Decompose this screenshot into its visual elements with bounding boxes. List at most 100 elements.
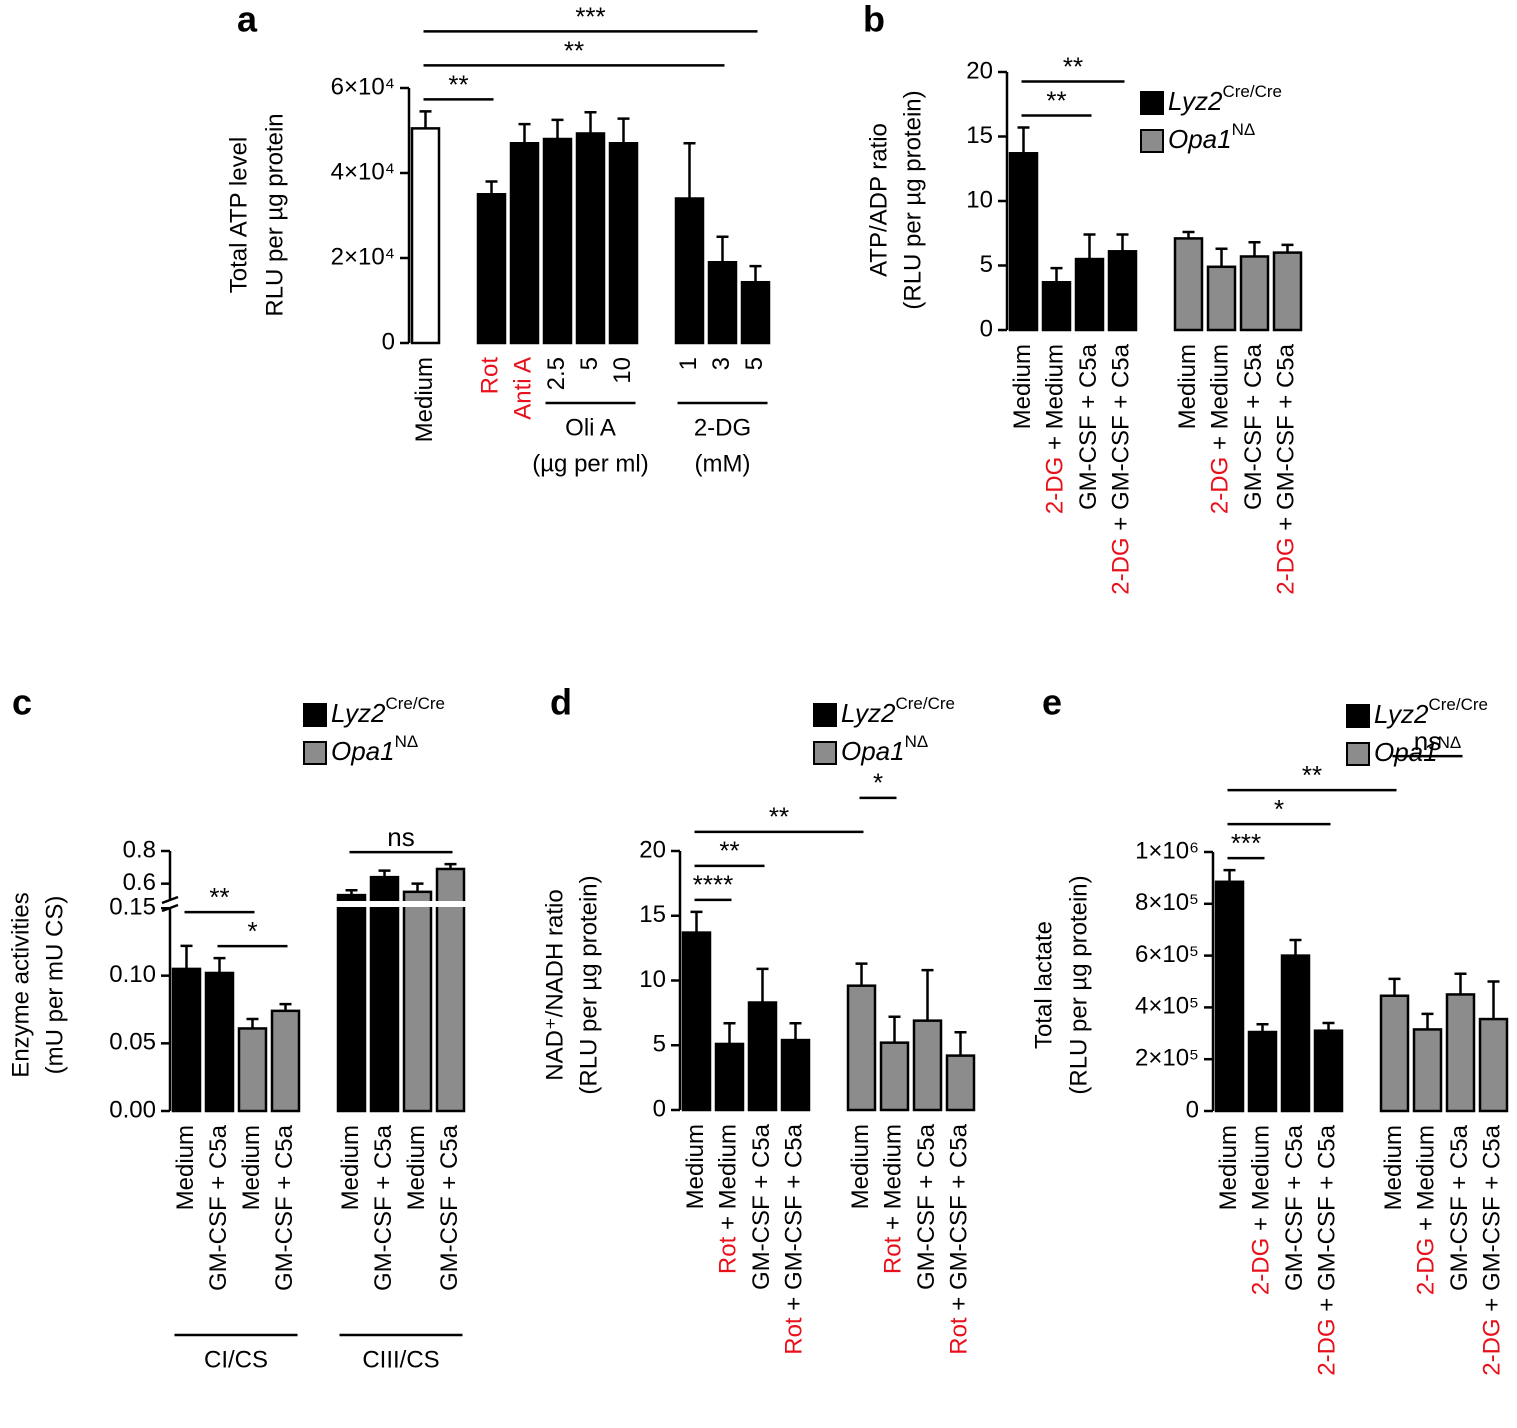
error-bar [716,235,729,263]
x-tick-label: Medium [172,1125,199,1210]
label-part: + Medium [880,1124,907,1237]
significance-label: *** [1231,828,1261,858]
y-tick-label: 2×10⁴ [331,243,395,270]
y-tick-label: 5 [653,1031,666,1058]
bar [1272,251,1303,332]
error-bar [1454,972,1467,995]
y-tick-label: 0.05 [109,1029,156,1056]
y-tick-label: 15 [639,901,666,928]
error-bar [690,910,703,933]
error-bar [419,110,432,129]
significance-label: ** [719,836,739,866]
y-tick-label: 1×10⁶ [1135,837,1199,864]
error-bar [1215,247,1228,267]
legend-sup: Cre/Cre [385,694,445,713]
error-bar [411,882,424,892]
bar [740,280,771,345]
x-tick-label: Rot + Medium [880,1124,907,1274]
bar [1206,265,1237,332]
error-bar [1487,980,1500,1020]
significance-label: ** [1063,51,1083,81]
x-tick-label: Medium [682,1124,709,1209]
bar [714,1042,745,1112]
x-tick-label: Medium [1009,344,1036,429]
legend-name: Lyz2 [331,698,386,728]
group-sublabel: (mM) [695,450,751,477]
legend-sup: Cre/Cre [1428,695,1488,714]
legend-label: Opa1NΔ [1374,733,1461,766]
error-bar [1182,230,1195,239]
legend-name: Opa1 [331,736,395,766]
bar [608,142,639,345]
error-bar [551,118,564,139]
error-bar [1256,1022,1269,1033]
y-tick-label: 20 [966,57,993,84]
x-tick-label: Medium [1215,1125,1242,1210]
x-tick-label: GM-CSF + C5a [1446,1124,1473,1291]
axis-break-mark [161,895,179,913]
bar [674,197,705,345]
error-bar [180,944,193,969]
significance-label: ns [1414,726,1441,756]
bar [1445,993,1476,1113]
x-tick-label: Medium [411,357,438,442]
y-tick-label: 15 [966,122,993,149]
x-tick-label: Rot + Medium [715,1124,742,1274]
x-tick-label: 2.5 [543,357,570,390]
label-part: 2-DG [1413,1238,1440,1295]
y-tick-label: 0.8 [123,836,156,863]
group-label: Oli A [565,414,616,441]
legend-sup: NΔ [395,732,419,751]
error-bar [1421,1012,1434,1030]
y-axis-title: (RLU per µg protein) [899,90,926,309]
bar [1313,1029,1344,1113]
label-part: + GM-CSF + C5a [1314,1124,1341,1318]
label-part: + GM-CSF + C5a [946,1123,973,1317]
x-tick-label: GM-CSF + C5a [205,1124,232,1291]
x-tick-label: 5 [576,357,603,370]
significance-label: *** [575,1,605,31]
y-tick-label: 0.10 [109,961,156,988]
significance-label: ** [448,69,468,99]
significance-label: **** [693,870,733,900]
label-part: + GM-CSF + C5a [1273,343,1300,537]
legend-label: Lyz2Cre/Cre [1168,82,1282,115]
significance-label: ** [209,882,229,912]
y-axis-title: (RLU per µg protein) [1065,875,1092,1094]
significance-label: * [873,768,883,798]
error-bar [1116,233,1129,252]
y-axis-title: ATP/ADP ratio [865,123,892,277]
legend-label: Opa1NΔ [331,732,418,765]
label-part: 2-DG [1273,537,1300,594]
error-bar [1050,266,1063,283]
y-tick-label: 0 [980,315,993,342]
y-tick-label: 0.00 [109,1096,156,1123]
x-tick-label: Medium [1380,1125,1407,1210]
y-axis-title: NAD⁺/NADH ratio [541,889,568,1080]
y-tick-label: 20 [639,836,666,863]
bar [1247,1030,1278,1113]
bar [912,1019,943,1112]
bar [369,875,400,1113]
x-tick-label: GM-CSF + C5a [1240,343,1267,510]
bar [879,1041,910,1112]
x-tick-label: 2-DG + GM-CSF + C5a [1273,343,1300,594]
error-bar [1083,233,1096,260]
error-bar [921,968,934,1021]
error-bar [954,1031,967,1056]
significance-label: ns [387,822,414,852]
error-bar [683,142,696,199]
y-tick-label: 4×10⁵ [1135,993,1199,1020]
error-bar [1223,868,1236,882]
x-tick-label: Medium [847,1124,874,1209]
label-part: + Medium [1042,344,1069,457]
error-bar [1281,243,1294,253]
y-axis-title: (RLU per µg protein) [575,875,602,1094]
label-part: + GM-CSF + C5a [781,1123,808,1317]
y-tick-label: 2×10⁵ [1135,1045,1199,1072]
legend-name: Lyz2 [1168,86,1223,116]
legend-sup: NΔ [1438,733,1462,752]
y-tick-label: 6×10⁵ [1135,941,1199,968]
x-tick-label: Rot + GM-CSF + C5a [781,1123,808,1354]
group-label: CI/CS [204,1346,268,1373]
